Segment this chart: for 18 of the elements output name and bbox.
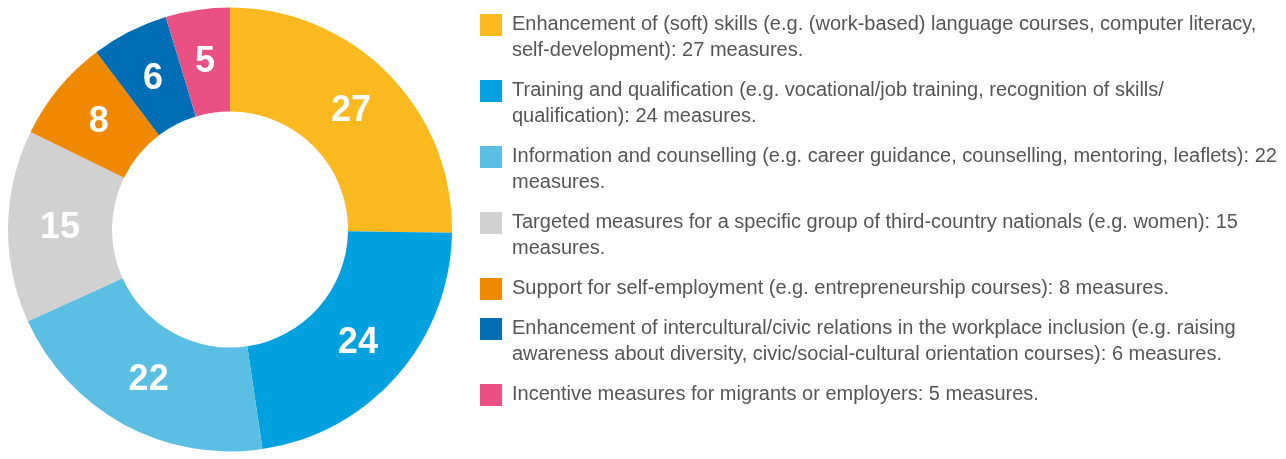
data-label: 5 [195,39,216,81]
legend-label: Incentive measures for migrants or employers: 5 measures. [512,382,1039,404]
donut-slice [230,7,452,233]
legend-label: Targeted measures for a specific group of third-country nationals (e.g. women): 15 measures. [512,210,1238,258]
data-label: 6 [143,55,164,97]
legend-label: Enhancement of (soft) skills (e.g. (work-based) language courses, computer literacy, self-development): 27 measures. [512,12,1257,60]
data-label: 8 [88,99,109,141]
data-label: 27 [331,88,372,130]
legend-label: Training and qualification (e.g. vocational/job training, recognition of skills/ qualification): 24 measures. [512,78,1165,126]
legend-label: Information and counselling (e.g. career guidance, counselling, mentoring, leaflets): 22 measures. [512,144,1277,192]
donut-slice [165,7,230,117]
data-label: 24 [337,319,378,361]
legend-label: Support for self-employment (e.g. entrepreneurship courses): 8 measures. [512,276,1169,298]
donut-slice [8,131,125,322]
donut-slice [247,231,452,450]
data-label: 22 [128,356,169,398]
donut-slice [27,278,263,452]
legend-label: Enhancement of intercultural/civic relations in the workplace inclusion (e.g. raising awareness about diversity, civic/social-cultural orientation courses): 6 measures. [512,316,1236,364]
